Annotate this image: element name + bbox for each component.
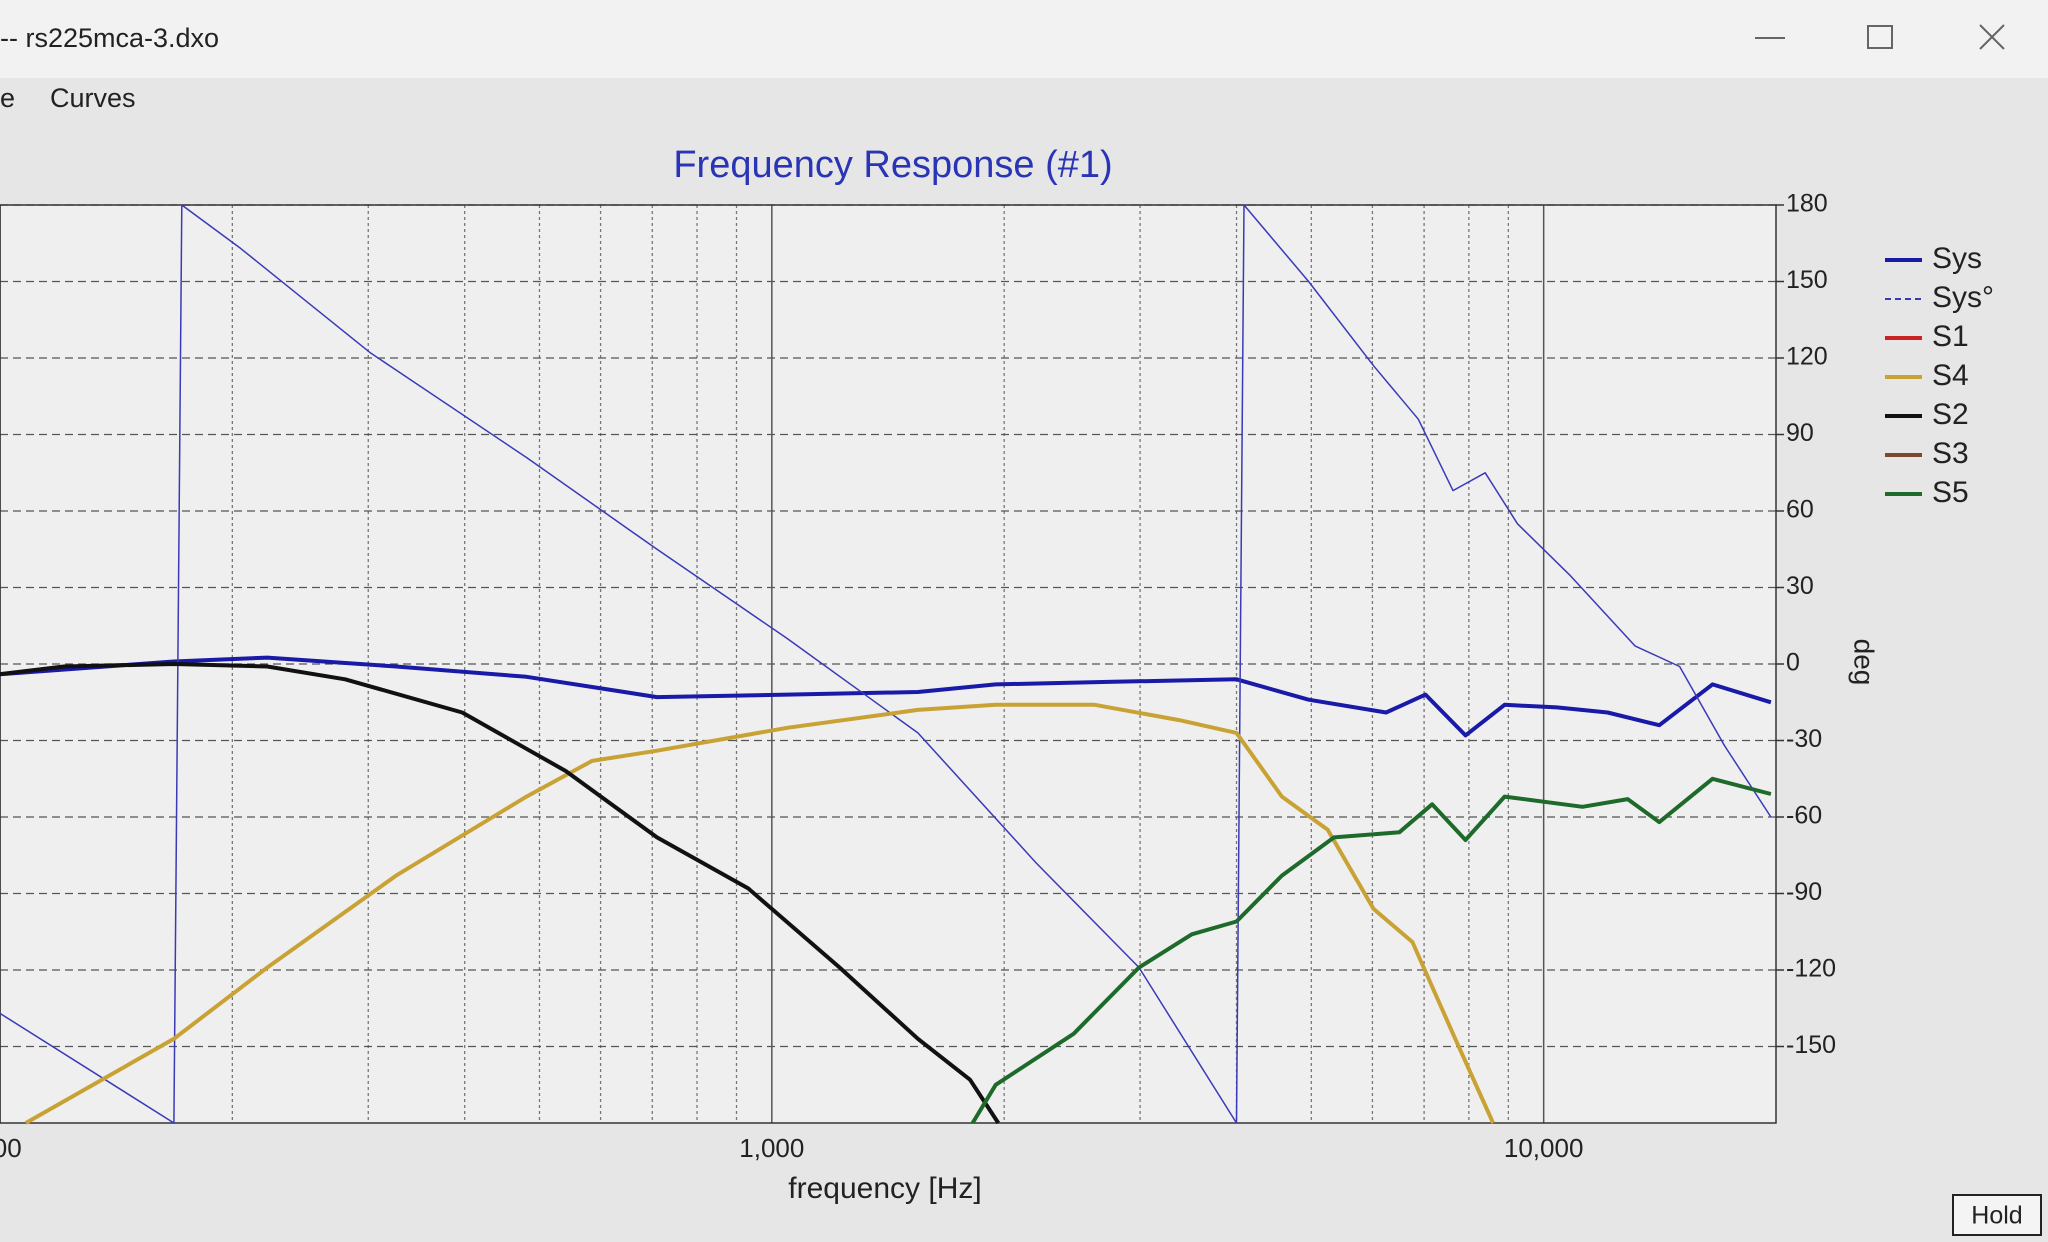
y-tick-label: 0 <box>1786 649 1800 677</box>
title-bar <box>0 0 2048 78</box>
series-line <box>0 655 1772 738</box>
chart-title: Frequency Response (#1) <box>673 144 1112 186</box>
y-tick-label: 120 <box>1786 343 1828 371</box>
menu-item[interactable]: e <box>0 83 15 113</box>
y-tick-label: -30 <box>1786 725 1822 753</box>
menu-item[interactable]: Curves <box>50 83 136 113</box>
legend-label: S4 <box>1932 359 1969 392</box>
y-tick-label: -120 <box>1786 955 1836 983</box>
series-line <box>24 702 1495 1125</box>
hold-button-label[interactable]: Hold <box>1971 1202 2022 1230</box>
legend-label: S5 <box>1932 476 1969 509</box>
x-tick-label: 1,000 <box>739 1133 804 1163</box>
y-tick-label: 150 <box>1786 266 1828 294</box>
x-tick-label: 100 <box>0 1133 22 1163</box>
legend-label: Sys° <box>1932 281 1994 314</box>
series-line <box>0 662 1000 1125</box>
y-tick-label: -60 <box>1786 802 1822 830</box>
legend-label: Sys <box>1932 242 1982 275</box>
y-tick-label: 90 <box>1786 419 1814 447</box>
series-line <box>970 776 1772 1125</box>
plot-frame <box>0 204 1777 1124</box>
y-tick-label: 30 <box>1786 572 1814 600</box>
y-tick-label: 180 <box>1786 190 1828 218</box>
y-tick-label: -90 <box>1786 878 1822 906</box>
x-tick-label: 10,000 <box>1504 1133 1584 1163</box>
hold-button[interactable] <box>1952 1194 2042 1236</box>
maximize-button[interactable] <box>1867 25 1893 49</box>
x-axis-label: frequency [Hz] <box>788 1172 981 1205</box>
series-line <box>0 204 1772 1124</box>
y-tick-label: -150 <box>1786 1031 1836 1059</box>
close-button[interactable] <box>1979 24 2005 50</box>
legend-label: S2 <box>1932 398 1969 431</box>
window-title: -- rs225mca-3.dxo <box>0 23 219 53</box>
y-axis-label: deg <box>1849 639 1880 686</box>
legend-label: S1 <box>1932 320 1969 353</box>
y-tick-label: 60 <box>1786 496 1814 524</box>
legend-label: S3 <box>1932 437 1969 470</box>
